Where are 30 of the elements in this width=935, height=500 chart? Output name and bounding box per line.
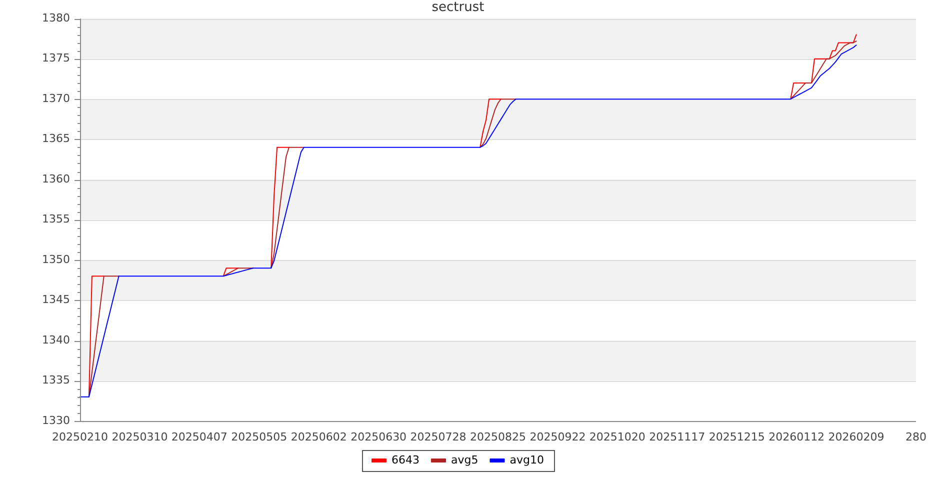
y-tick-label: 1335 — [42, 374, 70, 387]
x-tick-label: 20251215 — [708, 430, 765, 444]
y-tick-label: 1350 — [42, 252, 70, 266]
y-tick-label: 1365 — [42, 132, 70, 146]
x-tick-label: 20250505 — [231, 430, 288, 444]
x-tick-label: 20250825 — [470, 430, 526, 444]
x-tick-label: 20250922 — [530, 430, 586, 444]
legend-label: 6643 — [392, 453, 420, 466]
y-tick-label: 1330 — [42, 414, 70, 427]
x-tick-label: 20260209 — [828, 430, 884, 444]
legend-label: avg10 — [510, 453, 544, 466]
y-tick-label: 1340 — [42, 333, 70, 346]
x-tick-label: 20250310 — [112, 430, 168, 444]
x-tick-label: 20250630 — [350, 430, 407, 444]
x-tick-label: 280 — [906, 430, 926, 444]
x-tick-label: 20251020 — [589, 430, 646, 444]
y-tick-label: 1360 — [42, 172, 70, 186]
y-tick-label: 1370 — [42, 92, 70, 105]
y-tick-label: 1375 — [42, 52, 70, 65]
x-tick-label: 20250602 — [290, 430, 347, 444]
x-tick-label: 20250728 — [410, 430, 466, 444]
x-tick-label: 20250407 — [171, 430, 228, 444]
legend-label: avg5 — [451, 453, 478, 466]
x-tick-label: 20260112 — [768, 430, 825, 444]
y-tick-label: 1345 — [42, 293, 70, 306]
y-tick-label: 1380 — [42, 11, 70, 24]
y-tick-label: 1355 — [42, 212, 70, 226]
x-tick-label: 20250210 — [52, 430, 108, 444]
chart-title: sectrust — [432, 0, 484, 16]
x-tick-label: 20251117 — [649, 430, 706, 444]
